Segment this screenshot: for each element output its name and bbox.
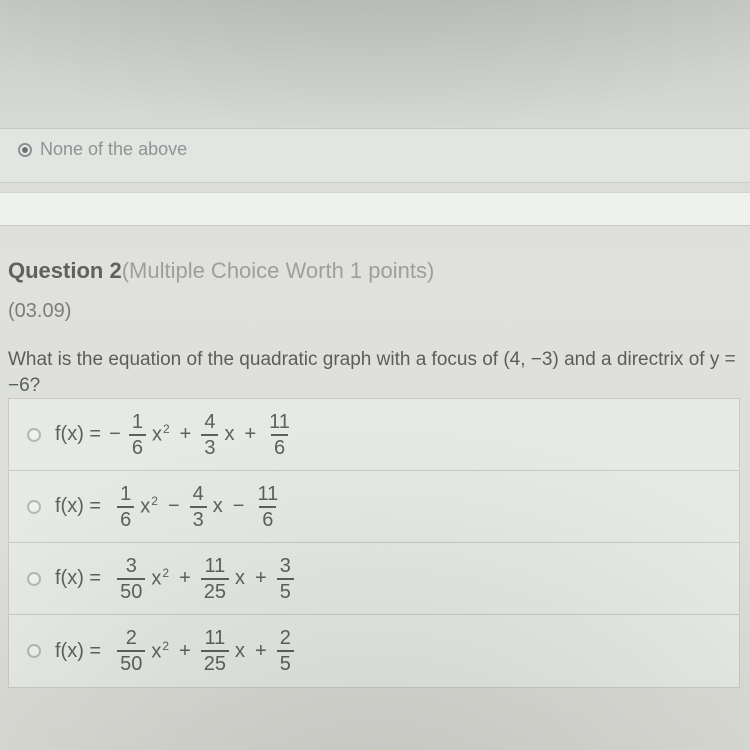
section-divider [0, 192, 750, 226]
answer-expression: f(x) = 3 50 x2 + 11 25 x + 3 5 [55, 556, 294, 602]
fraction-c: 2 5 [277, 628, 294, 674]
fraction-c: 11 6 [254, 484, 281, 530]
x-squared: x2 [140, 494, 158, 519]
answer-expression: f(x) = − 1 6 x2 + 4 3 x + 11 6 [55, 412, 293, 458]
previous-option-label: None of the above [40, 139, 187, 160]
question-title-line: Question 2(Multiple Choice Worth 1 point… [8, 258, 742, 284]
x-term: x [235, 640, 245, 663]
fx-label: f(x) = [55, 567, 103, 590]
leading-neg: − [109, 423, 123, 446]
answer-option[interactable]: f(x) = 3 50 x2 + 11 25 x + 3 5 [9, 543, 739, 615]
radio-icon[interactable] [27, 500, 41, 514]
question-code: (03.09) [8, 300, 742, 323]
answer-option[interactable]: f(x) = 2 50 x2 + 11 25 x + 2 5 [9, 615, 739, 687]
x-term: x [224, 423, 234, 446]
radio-icon[interactable] [27, 428, 41, 442]
radio-selected-icon[interactable] [18, 143, 32, 157]
fraction-a: 1 6 [117, 484, 134, 530]
operator: + [240, 423, 260, 446]
fraction-b: 11 25 [201, 556, 229, 602]
x-term: x [235, 567, 245, 590]
fraction-a: 3 50 [117, 556, 145, 602]
radio-icon[interactable] [27, 572, 41, 586]
operator: + [251, 640, 271, 663]
fraction-a: 2 50 [117, 628, 145, 674]
question-stem: What is the equation of the quadratic gr… [8, 347, 742, 398]
fraction-a: 1 6 [129, 412, 146, 458]
previous-answer-strip: None of the above [0, 128, 750, 183]
answer-expression: f(x) = 1 6 x2 − 4 3 x − 11 6 [55, 484, 281, 530]
x-squared: x2 [151, 639, 169, 664]
x-squared: x2 [151, 566, 169, 591]
operator: − [229, 495, 249, 518]
x-squared: x2 [152, 422, 170, 447]
fraction-c: 11 6 [266, 412, 293, 458]
operator: + [251, 567, 271, 590]
answer-expression: f(x) = 2 50 x2 + 11 25 x + 2 5 [55, 628, 294, 674]
answer-option[interactable]: f(x) = − 1 6 x2 + 4 3 x + 11 6 [9, 399, 739, 471]
radio-icon[interactable] [27, 644, 41, 658]
question-header: Question 2(Multiple Choice Worth 1 point… [8, 258, 742, 398]
question-number: Question 2 [8, 258, 122, 283]
previous-option-row[interactable]: None of the above [18, 139, 736, 160]
answer-option[interactable]: f(x) = 1 6 x2 − 4 3 x − 11 6 [9, 471, 739, 543]
fx-label: f(x) = [55, 423, 103, 446]
x-term: x [213, 495, 223, 518]
operator: + [176, 423, 196, 446]
fraction-b: 4 3 [201, 412, 218, 458]
operator: + [175, 640, 195, 663]
fx-label: f(x) = [55, 495, 103, 518]
fraction-b: 11 25 [201, 628, 229, 674]
operator: − [164, 495, 184, 518]
fraction-b: 4 3 [190, 484, 207, 530]
fx-label: f(x) = [55, 640, 103, 663]
answer-list: f(x) = − 1 6 x2 + 4 3 x + 11 6 f(x) = [8, 398, 740, 688]
operator: + [175, 567, 195, 590]
fraction-c: 3 5 [277, 556, 294, 602]
question-meta: (Multiple Choice Worth 1 points) [122, 258, 435, 283]
